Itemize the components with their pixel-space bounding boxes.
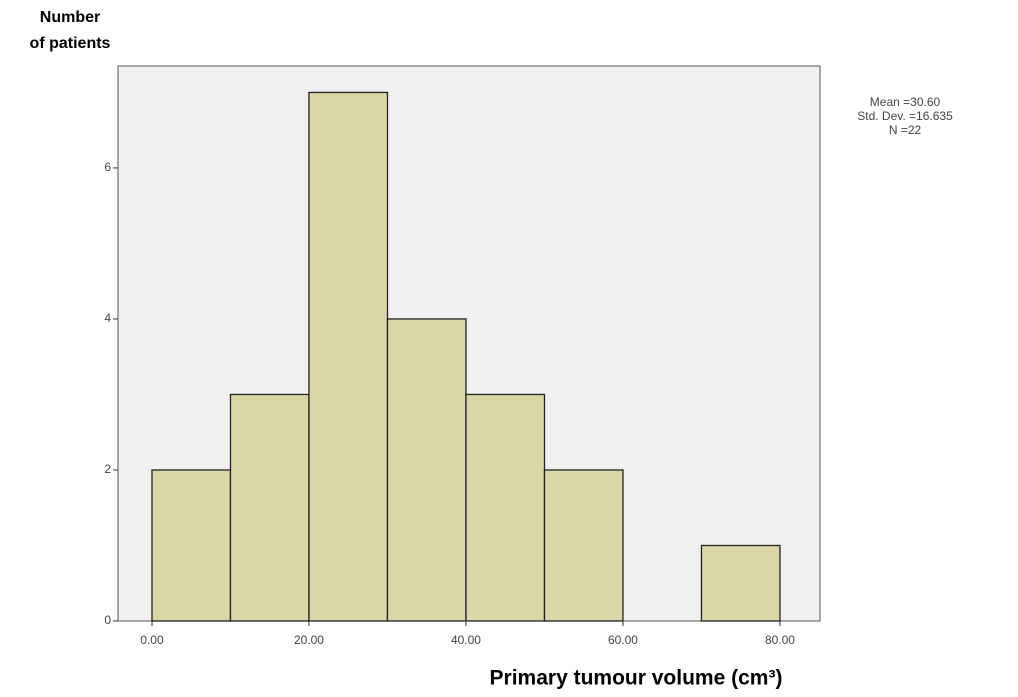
bar bbox=[465, 393, 546, 622]
x-axis-label: Primary tumour volume (cm³) bbox=[490, 667, 783, 690]
stat-line: Mean =30.60 bbox=[870, 95, 941, 109]
stat-line: Std. Dev. =16.635 bbox=[857, 109, 953, 123]
bar bbox=[386, 318, 467, 622]
y-tick-label: 6 bbox=[104, 160, 111, 174]
x-tick-label: 80.00 bbox=[765, 633, 795, 647]
x-tick-label: 0.00 bbox=[140, 633, 164, 647]
bar bbox=[151, 469, 232, 622]
bar bbox=[229, 393, 310, 622]
y-tick-label: 2 bbox=[104, 462, 111, 476]
y-axis-label: Number bbox=[40, 9, 100, 26]
stat-line: N =22 bbox=[889, 123, 922, 137]
x-tick-label: 40.00 bbox=[451, 633, 481, 647]
y-tick-label: 4 bbox=[104, 311, 111, 325]
y-tick-label: 0 bbox=[104, 613, 111, 627]
x-tick-label: 60.00 bbox=[608, 633, 638, 647]
bar bbox=[543, 469, 624, 622]
y-axis-label: of patients bbox=[30, 35, 111, 52]
x-tick-label: 20.00 bbox=[294, 633, 324, 647]
bar bbox=[308, 91, 389, 622]
bar bbox=[700, 544, 781, 622]
